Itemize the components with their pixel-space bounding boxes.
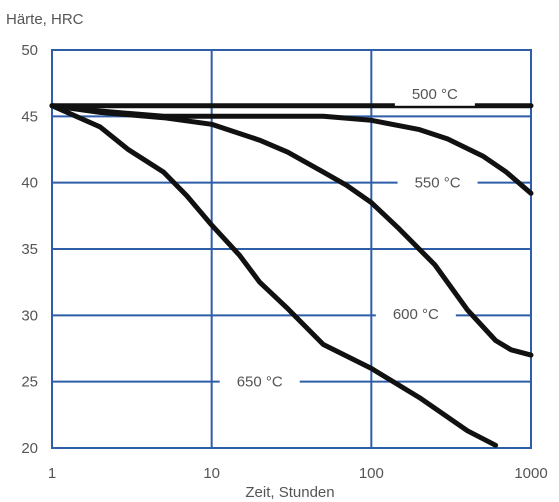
series-label-background — [375, 302, 456, 327]
y-tick-label: 25 — [21, 374, 38, 391]
series-layer — [49, 103, 534, 448]
series-label-background — [397, 170, 478, 195]
y-tick-label: 45 — [21, 108, 38, 125]
label-layer: 500 °C 550 °C 600 °C 650 °C — [219, 81, 478, 394]
ticks-layer: 20 25 30 35 40 45 50 1 10 100 1000 — [21, 42, 547, 482]
x-tick-label: 10 — [203, 465, 220, 482]
y-tick-label: 35 — [21, 241, 38, 258]
series-label-background — [394, 81, 475, 106]
y-tick-label: 30 — [21, 307, 38, 324]
y-tick-label: 50 — [21, 42, 38, 59]
x-tick-label: 1 — [48, 465, 56, 482]
series-line-2 — [49, 103, 534, 358]
series-label-0: 500 °C — [412, 86, 458, 103]
plot-frame — [51, 49, 532, 449]
series-label-background — [219, 369, 300, 394]
x-axis-title: Zeit, Stunden — [245, 484, 334, 501]
x-tick-label: 1000 — [514, 465, 547, 482]
series-line-3 — [49, 103, 499, 448]
y-tick-label: 40 — [21, 175, 38, 192]
x-tick-label: 100 — [359, 465, 384, 482]
series-label-2: 600 °C — [393, 306, 439, 323]
y-tick-label: 20 — [21, 440, 38, 457]
series-label-1: 550 °C — [415, 175, 461, 192]
y-axis-title: Härte, HRC — [6, 11, 84, 28]
series-label-3: 650 °C — [237, 374, 283, 391]
